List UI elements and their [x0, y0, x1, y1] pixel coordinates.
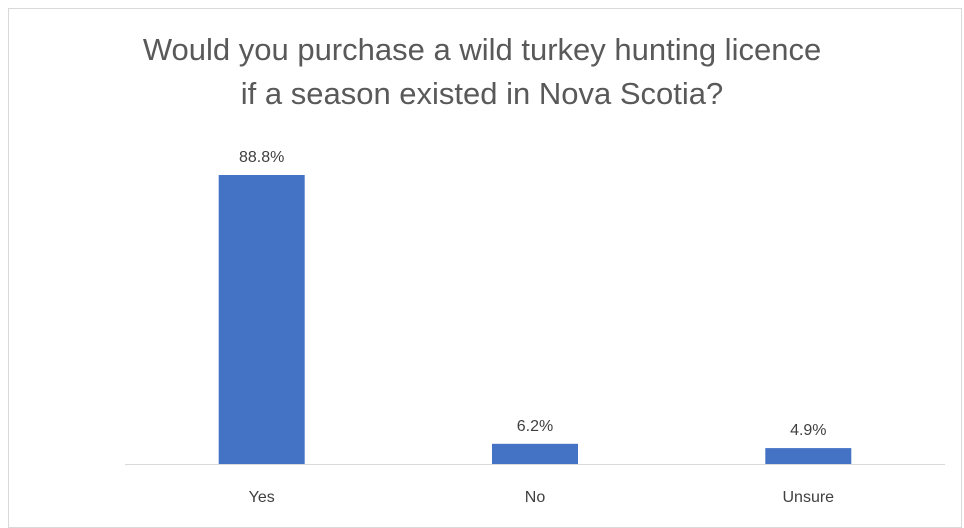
chart-title-line-2: if a season existed in Nova Scotia? [240, 76, 724, 111]
data-label-yes: 88.8% [239, 149, 284, 166]
chart-title-line-1: Would you purchase a wild turkey hunting… [142, 32, 822, 67]
chart-title: Would you purchase a wild turkey hunting… [0, 28, 964, 116]
x-tick-label-unsure: Unsure [783, 489, 835, 506]
data-label-no: 6.2% [517, 418, 553, 435]
bar-chart-plot: 88.8% Yes 6.2% No 4.9% Unsure [125, 149, 945, 506]
chart-frame [8, 8, 962, 528]
x-tick-label-no: No [525, 489, 546, 506]
x-tick-label-yes: Yes [249, 489, 275, 506]
bar-yes [218, 175, 305, 464]
bar-unsure [765, 448, 852, 464]
data-label-unsure: 4.9% [790, 422, 826, 439]
bar-no [492, 443, 578, 464]
